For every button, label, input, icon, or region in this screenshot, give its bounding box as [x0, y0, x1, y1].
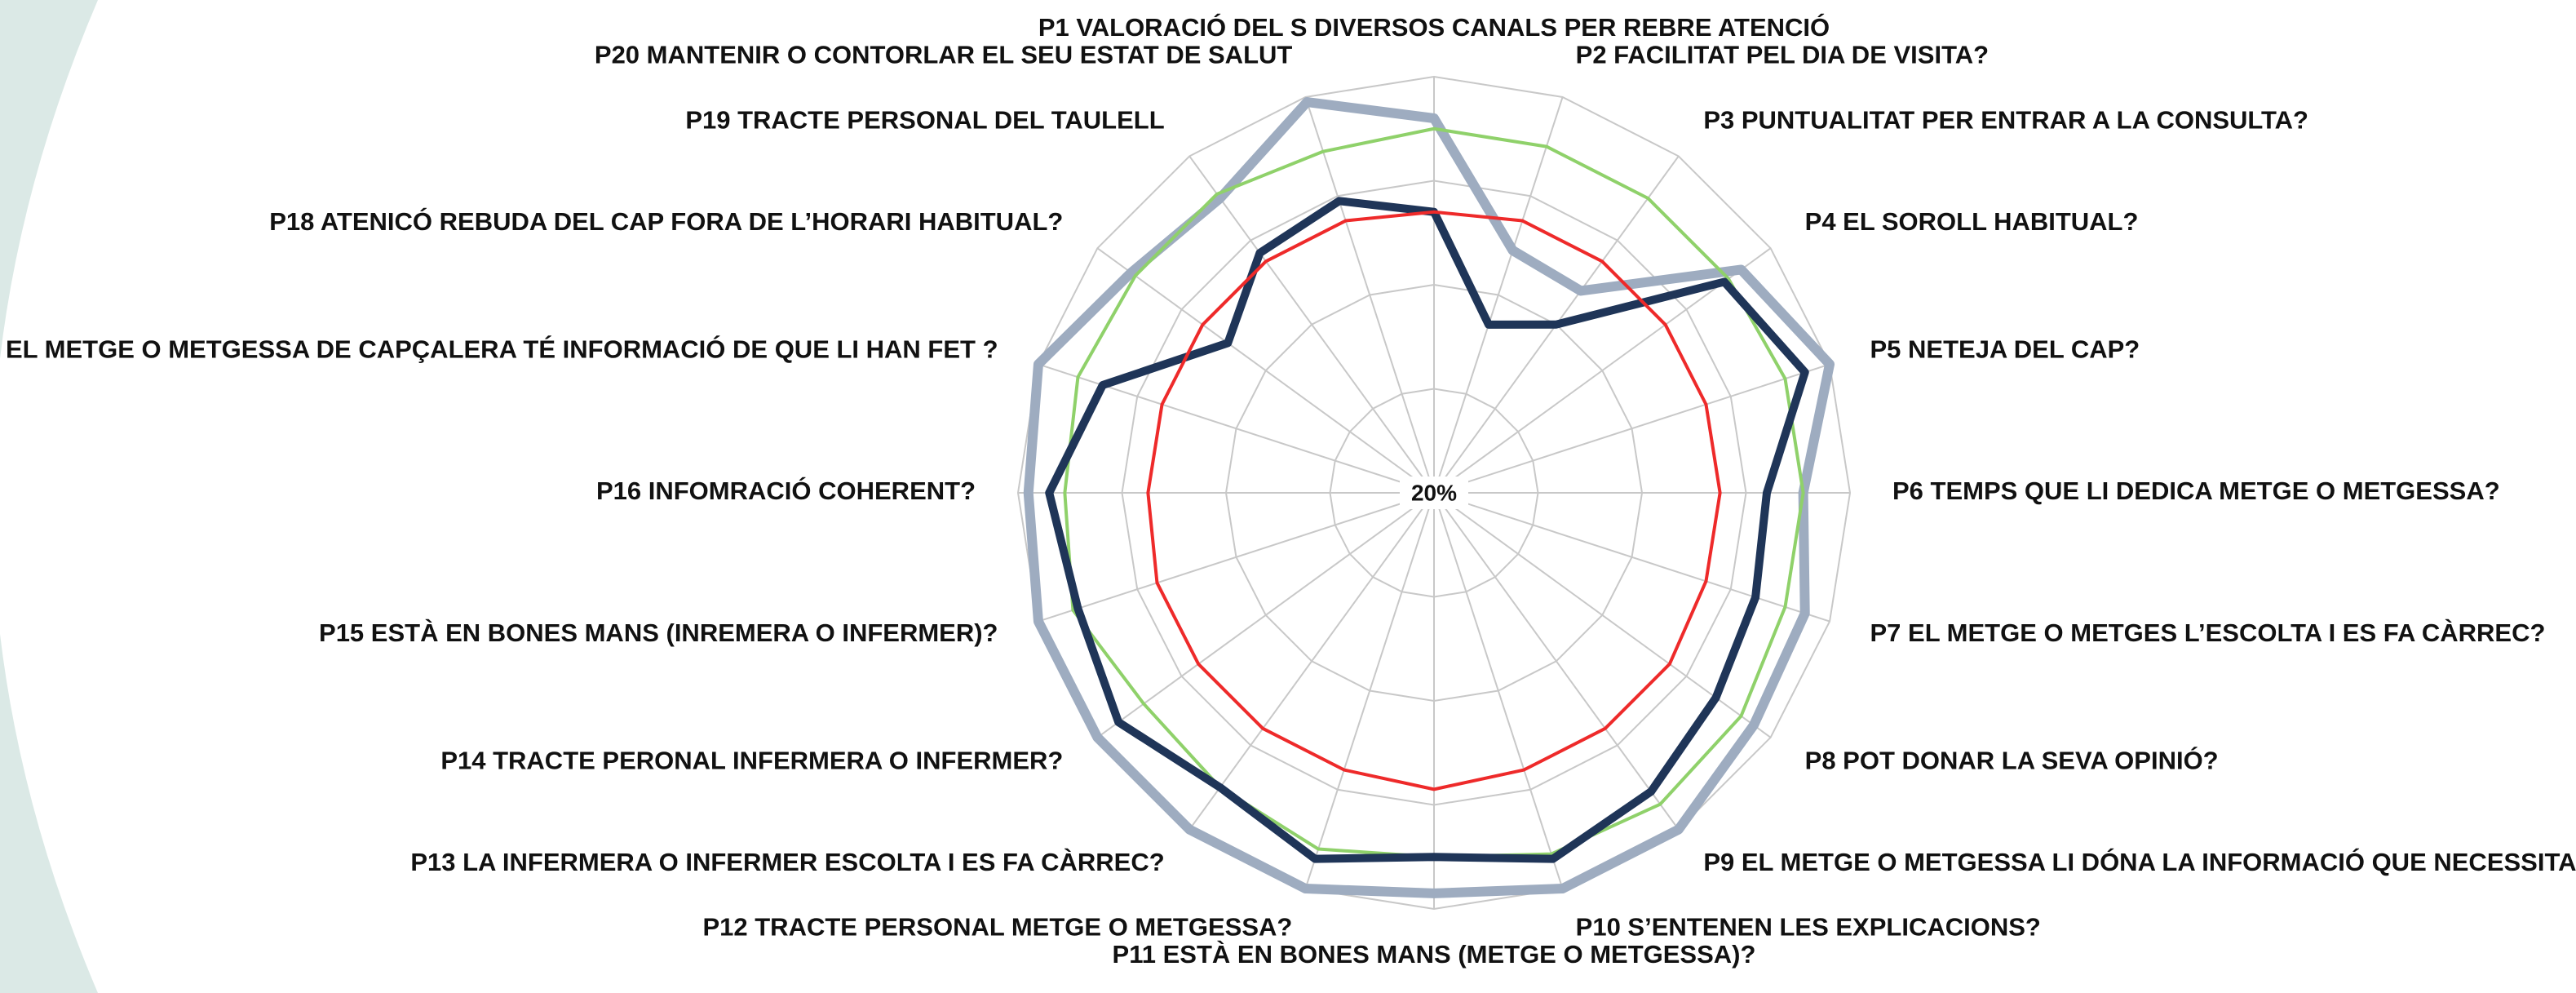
- spoke: [1096, 247, 1435, 494]
- category-label: P13 LA INFERMERA O INFERMER ESCOLTA I ES…: [410, 848, 1164, 876]
- tick-label-bg: [1400, 477, 1468, 509]
- category-label: P20 MANTENIR O CONTORLAR EL SEU ESTAT DE…: [595, 41, 1293, 69]
- spoke: [1188, 155, 1435, 494]
- spoke: [1188, 492, 1435, 831]
- category-label: P3 PUNTUALITAT PER ENTRAR A LA CONSULTA?: [1703, 106, 2308, 135]
- spoke: [1433, 492, 1830, 623]
- series-line: [1045, 197, 1809, 863]
- spoke: [1433, 363, 1830, 494]
- spoke: [1304, 96, 1435, 494]
- background-shape: [0, 0, 98, 993]
- series-line: [1146, 210, 1722, 791]
- category-label: P12 TRACTE PERSONAL METGE O METGESSA?: [702, 913, 1292, 942]
- spoke: [1433, 492, 1772, 738]
- series-line: [1023, 97, 1835, 898]
- category-label: P17 EL METGE O METGESSA DE CAPÇALERA TÉ …: [0, 335, 998, 364]
- category-label: P11 ESTÀ EN BONES MANS (METGE O METGESSA…: [1113, 940, 1756, 969]
- category-label: P10 S’ENTENEN LES EXPLICACIONS?: [1576, 913, 2041, 942]
- spoke: [1304, 492, 1435, 889]
- tick-label: 20%: [1411, 480, 1457, 505]
- spoke: [1433, 492, 1680, 831]
- category-label: P15 ESTÀ EN BONES MANS (INREMERA O INFER…: [319, 618, 998, 647]
- category-label: P18 ATENICÓ REBUDA DEL CAP FORA DE L’HOR…: [269, 206, 1063, 236]
- category-label: P9 EL METGE O METGESSA LI DÓNA LA INFORM…: [1703, 847, 2576, 876]
- category-label: P4 EL SOROLL HABITUAL?: [1805, 207, 2139, 236]
- labels: P1 VALORACIÓ DEL S DIVERSOS CANALS PER R…: [0, 12, 2576, 969]
- grid: [1016, 75, 1852, 911]
- category-label: P5 NETEJA DEL CAP?: [1870, 335, 2140, 364]
- category-label: P8 POT DONAR LA SEVA OPINIÓ?: [1805, 746, 2219, 775]
- category-label: P14 TRACTE PERONAL INFERMERA O INFERMER?: [440, 747, 1063, 775]
- category-label: P6 TEMPS QUE LI DEDICA METGE O METGESSA?: [1892, 477, 2500, 505]
- spoke: [1096, 492, 1435, 738]
- spoke: [1038, 363, 1435, 494]
- category-label: P19 TRACTE PERSONAL DEL TAULELL: [685, 106, 1164, 135]
- spoke: [1433, 247, 1772, 494]
- category-label: P16 INFOMRACIÓ COHERENT?: [596, 476, 976, 505]
- spoke: [1433, 96, 1564, 494]
- spoke: [1038, 492, 1435, 623]
- category-label: P7 EL METGE O METGES L’ESCOLTA I ES FA C…: [1870, 618, 2545, 647]
- spoke: [1433, 492, 1564, 889]
- series-lines: [1023, 97, 1835, 898]
- category-label: P2 FACILITAT PEL DIA DE VISITA?: [1576, 41, 1989, 69]
- category-label: P1 VALORACIÓ DEL S DIVERSOS CANALS PER R…: [1038, 12, 1830, 42]
